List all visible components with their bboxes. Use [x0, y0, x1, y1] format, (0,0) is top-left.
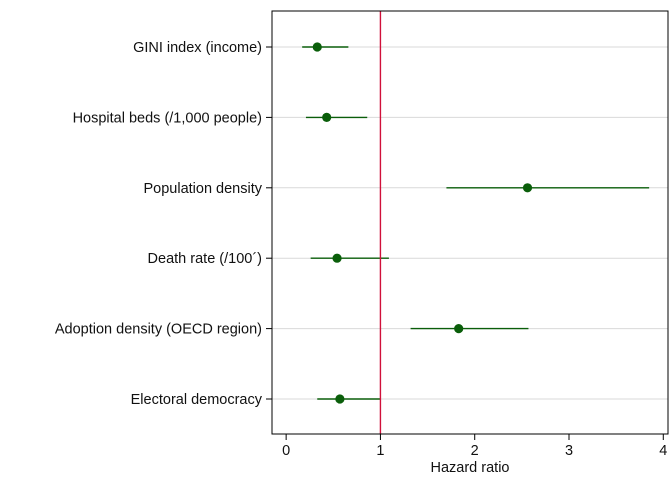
confidence-intervals [302, 46, 650, 400]
x-tick-label: 1 [376, 443, 384, 459]
x-tick-label: 3 [565, 443, 573, 459]
x-axis-title: Hazard ratio [431, 460, 510, 476]
point-estimates [312, 42, 533, 404]
category-label: Population density [144, 181, 263, 197]
y-axis-ticks [266, 46, 272, 400]
category-label: Electoral democracy [131, 392, 263, 408]
point-estimate [332, 253, 342, 263]
point-estimate [454, 324, 464, 334]
plot-frame [271, 10, 669, 435]
gridlines [272, 46, 668, 400]
point-estimate [322, 112, 332, 122]
point-estimate [312, 42, 322, 52]
category-label: Adoption density (OECD region) [55, 322, 262, 338]
x-axis-ticks: 0 1 2 3 4 [282, 434, 667, 459]
category-label: Hospital beds (/1,000 people) [73, 110, 262, 126]
x-tick-label: 2 [471, 443, 479, 459]
x-tick-label: 4 [659, 443, 667, 459]
category-label: GINI index (income) [133, 40, 262, 56]
point-estimate [522, 183, 533, 193]
category-label: Death rate (/100´) [148, 251, 262, 267]
x-tick-label: 0 [282, 443, 290, 459]
y-axis-labels: GINI index (income) Hospital beds (/1,000… [55, 40, 263, 408]
point-estimate [335, 394, 345, 404]
